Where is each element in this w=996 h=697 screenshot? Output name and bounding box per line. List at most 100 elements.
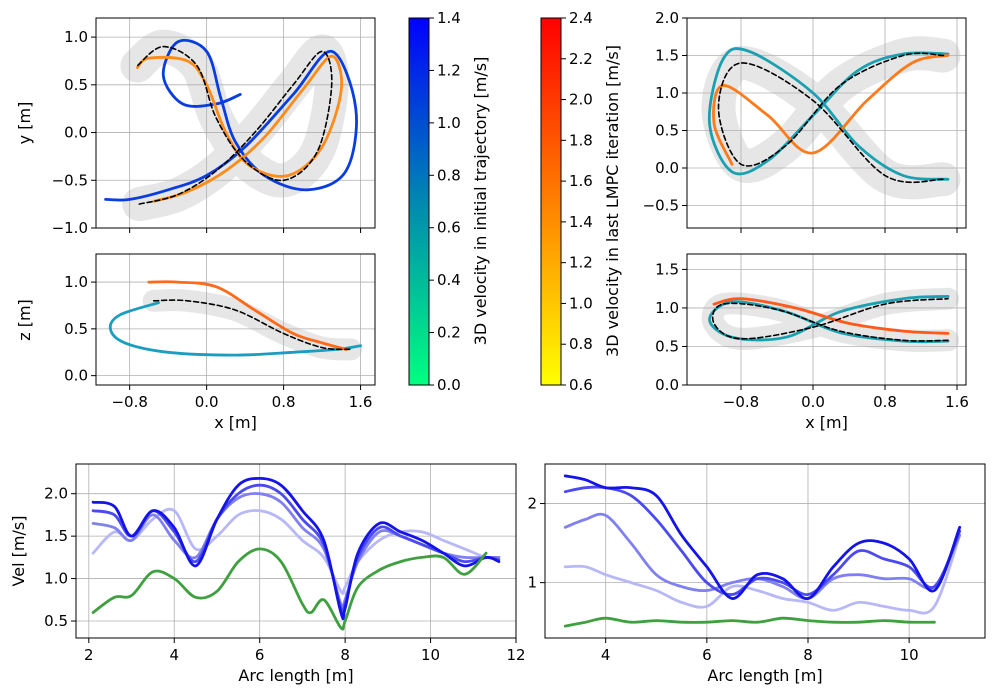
y-tick-label: 0.5 <box>64 320 88 338</box>
y-tick-label: 1 <box>527 574 537 592</box>
axes-frame <box>686 17 967 229</box>
y-tick-label: 0.0 <box>655 159 679 177</box>
series-group <box>108 280 362 357</box>
ticks: −0.8 0.0 0.8 1.6 0.0 0.5 1.0 1.5 <box>655 260 969 411</box>
colorbar-tick-label: 1.6 <box>569 172 593 190</box>
series-group <box>708 295 950 344</box>
colorbar-tick-label: 1.2 <box>437 61 461 79</box>
colorbar-tick-label: 0.0 <box>437 376 461 394</box>
series-line-last-iteration <box>91 477 501 621</box>
y-tick-label: 1.0 <box>64 273 88 291</box>
x-tick-label: 0.0 <box>801 393 825 411</box>
x-tick-label: 0.0 <box>195 393 219 411</box>
x-axis-label: Arc length [m] <box>238 666 353 685</box>
colorbar-initial-fill <box>408 17 430 386</box>
ticks: −0.8 0.0 0.8 1.6 0.0 0.5 1.0 <box>64 273 372 411</box>
colorbar-tick-label: 1.0 <box>569 294 593 312</box>
x-tick-label: 12 <box>506 646 525 664</box>
series-group <box>91 477 501 631</box>
x-tick-label: 0.8 <box>873 393 897 411</box>
x-tick-label: 1.6 <box>945 393 969 411</box>
x-tick-label: −0.8 <box>111 393 147 411</box>
series-line-iteration-3 <box>563 485 962 596</box>
y-tick-label: −1.0 <box>52 219 88 237</box>
x-tick-label: 10 <box>421 646 440 664</box>
y-tick-label: 0.5 <box>655 337 679 355</box>
colorbar-final: 0.6 0.8 1.0 1.2 1.4 1.6 1.8 2.0 2.2 2.4 3D veloci… <box>540 9 622 394</box>
x-tick-label: 4 <box>169 646 179 664</box>
series-line-last-LMPC-iteration <box>712 297 950 335</box>
chart-right-xy: −0.5 0.0 0.5 1.0 1.5 2.0 <box>643 9 967 233</box>
x-axis-label: x [m] <box>805 413 848 432</box>
series-line-initial-trajectory <box>708 295 950 344</box>
y-tick-label: 0.5 <box>655 122 679 140</box>
colorbar-initial-label: 3D velocity in initial trajectory [m/s] <box>471 57 490 346</box>
axes-frame <box>75 463 517 639</box>
colorbar-tick-label: 0.4 <box>437 271 461 289</box>
colorbar-tick-label: 1.4 <box>569 213 593 231</box>
series-line-reference <box>717 52 945 184</box>
chart-right-xz: −0.8 0.0 0.8 1.6 0.0 0.5 1.0 1.5 x [m] <box>655 253 969 432</box>
series-line-iteration-1 <box>91 507 501 595</box>
series-group <box>104 38 358 205</box>
x-tick-label: 6 <box>255 646 265 664</box>
y-tick-label: −0.5 <box>643 197 679 215</box>
y-tick-label: −0.5 <box>52 171 88 189</box>
y-tick-label: 0.5 <box>64 76 88 94</box>
x-tick-label: 1.6 <box>349 393 373 411</box>
grid <box>76 464 517 638</box>
y-tick-label: 2.0 <box>655 9 679 27</box>
series-line-last-LMPC-iteration <box>712 54 950 166</box>
colorbar-initial-ticks: 0.0 0.2 0.4 0.6 0.8 1.0 1.2 1.4 <box>429 9 461 394</box>
y-tick-label: 2.0 <box>44 485 68 503</box>
x-tick-label: 4 <box>601 646 611 664</box>
axes-frame <box>95 253 376 386</box>
x-tick-label: 8 <box>803 646 813 664</box>
ticks: −0.5 0.0 0.5 1.0 1.5 2.0 <box>643 9 958 233</box>
y-tick-label: 1.0 <box>655 299 679 317</box>
x-tick-label: 10 <box>900 646 919 664</box>
y-axis-label: Vel [m/s] <box>9 516 28 587</box>
colorbar-final-ticks: 0.6 0.8 1.0 1.2 1.4 1.6 1.8 2.0 2.2 2.4 <box>561 9 593 394</box>
series-group <box>563 474 962 628</box>
colorbar-tick-label: 2.2 <box>569 50 593 68</box>
colorbar-initial: 0.0 0.2 0.4 0.6 0.8 1.0 1.2 1.4 3D velocity in … <box>408 9 490 394</box>
colorbar-final-label: 3D velocity in last LMPC iteration [m/s] <box>603 45 622 357</box>
x-axis-label: Arc length [m] <box>707 666 822 685</box>
y-tick-label: 1.5 <box>655 47 679 65</box>
colorbar-tick-label: 0.8 <box>569 335 593 353</box>
y-tick-label: 1.0 <box>64 28 88 46</box>
series-line-initial-trajectory <box>108 301 362 357</box>
y-tick-label: 1.5 <box>655 260 679 278</box>
series-line-initial-trajectory <box>91 547 488 631</box>
grid <box>96 254 375 385</box>
axes-frame <box>686 253 967 386</box>
charts-layer: −1.0 −0.5 0.0 0.5 1.0 y [m] −0.8 0.0 0.8 1.6 0.0 0.… <box>9 9 986 685</box>
x-tick-label: −0.8 <box>723 393 759 411</box>
colorbar-final-fill <box>540 17 562 386</box>
x-tick-label: 0.8 <box>272 393 296 411</box>
series-group <box>707 47 950 184</box>
series-line-reference <box>136 45 333 205</box>
series-line-reference <box>152 299 352 351</box>
chart-left-xy: −1.0 −0.5 0.0 0.5 1.0 y [m] <box>15 17 376 237</box>
ticks: 2 4 6 8 10 12 0.5 1.0 1.5 2.0 <box>44 485 525 664</box>
colorbar-tick-label: 0.2 <box>437 324 461 342</box>
y-axis-label: y [m] <box>15 102 34 145</box>
colorbar-tick-label: 1.4 <box>437 9 461 27</box>
y-tick-label: 0.0 <box>64 124 88 142</box>
series-line-iteration-1 <box>563 533 962 615</box>
y-tick-label: 1.0 <box>655 84 679 102</box>
y-tick-label: 1.0 <box>44 570 68 588</box>
series-line-initial-trajectory <box>104 38 358 202</box>
axes-frame <box>95 17 376 229</box>
series-line-iteration-3 <box>91 483 501 615</box>
chart-vel-left: 2 4 6 8 10 12 0.5 1.0 1.5 2.0 Arc length [m] Vel [m… <box>9 463 526 685</box>
series-line-last-LMPC-iteration <box>136 54 344 203</box>
series-line-iteration-2 <box>563 512 962 600</box>
series-line-initial-trajectory <box>563 616 936 628</box>
colorbar-tick-label: 1.2 <box>569 254 593 272</box>
series-line-reference <box>711 297 949 342</box>
y-tick-label: 0.0 <box>655 376 679 394</box>
